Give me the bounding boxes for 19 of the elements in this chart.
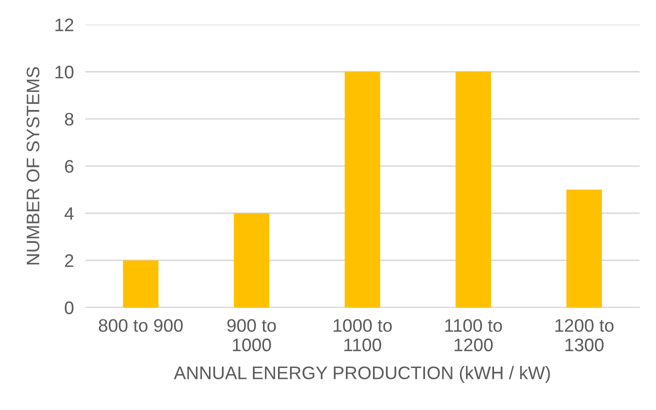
bar: [344, 72, 380, 308]
bar: [234, 213, 270, 308]
x-axis-title: ANNUAL ENERGY PRODUCTION (kWH / kW): [174, 366, 550, 383]
bar: [566, 190, 602, 308]
x-tick-label: 800 to 900: [98, 319, 183, 332]
y-tick-label: 6: [65, 160, 74, 173]
x-tick-label: 1100 to 1200: [445, 319, 502, 352]
y-tick-label: 8: [64, 112, 74, 126]
bar: [456, 72, 492, 308]
x-tick-label: 1000 to 1100: [334, 319, 392, 352]
y-tick-label: 2: [65, 254, 74, 267]
y-tick-label: 0: [64, 301, 74, 314]
y-tick-label: 12: [55, 18, 74, 32]
y-tick-label: 4: [64, 207, 74, 220]
y-tick-label: 10: [55, 66, 74, 78]
bar: [122, 260, 158, 308]
x-tick-label: 1200 to 1300: [555, 319, 614, 352]
x-tick-label: 900 to 1000: [227, 319, 276, 352]
y-axis-title: NUMBER OF SYSTEMS: [26, 67, 40, 264]
